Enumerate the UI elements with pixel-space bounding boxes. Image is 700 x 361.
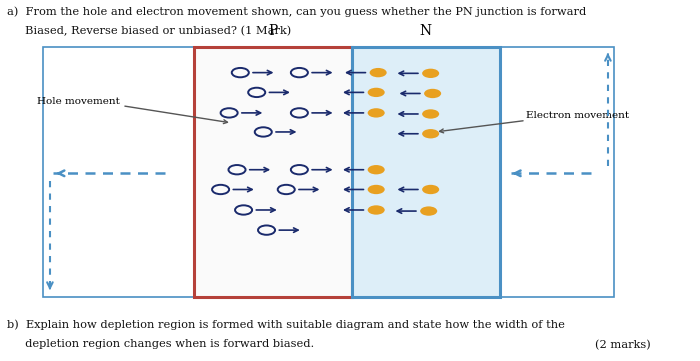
Text: N: N <box>420 25 432 39</box>
Circle shape <box>368 165 385 174</box>
Circle shape <box>422 185 439 194</box>
Text: Hole movement: Hole movement <box>37 97 120 106</box>
Circle shape <box>368 108 385 118</box>
Circle shape <box>422 129 439 138</box>
Circle shape <box>422 69 439 78</box>
Text: (2 marks): (2 marks) <box>595 339 650 350</box>
Text: depletion region changes when is forward biased.: depletion region changes when is forward… <box>7 339 314 349</box>
Circle shape <box>424 89 441 98</box>
Polygon shape <box>352 47 500 297</box>
Circle shape <box>368 205 385 215</box>
Circle shape <box>368 185 385 194</box>
Circle shape <box>368 88 385 97</box>
Text: Electron movement: Electron movement <box>526 111 629 120</box>
Circle shape <box>420 206 438 216</box>
Polygon shape <box>195 47 352 297</box>
Circle shape <box>370 68 386 77</box>
Text: P: P <box>269 25 278 39</box>
Circle shape <box>422 109 439 119</box>
Text: a)  From the hole and electron movement shown, can you guess whether the PN junc: a) From the hole and electron movement s… <box>7 6 587 17</box>
Text: b)  Explain how depletion region is formed with suitable diagram and state how t: b) Explain how depletion region is forme… <box>7 319 565 330</box>
Text: Biased, Reverse biased or unbiased? (1 Mark): Biased, Reverse biased or unbiased? (1 M… <box>7 26 291 36</box>
